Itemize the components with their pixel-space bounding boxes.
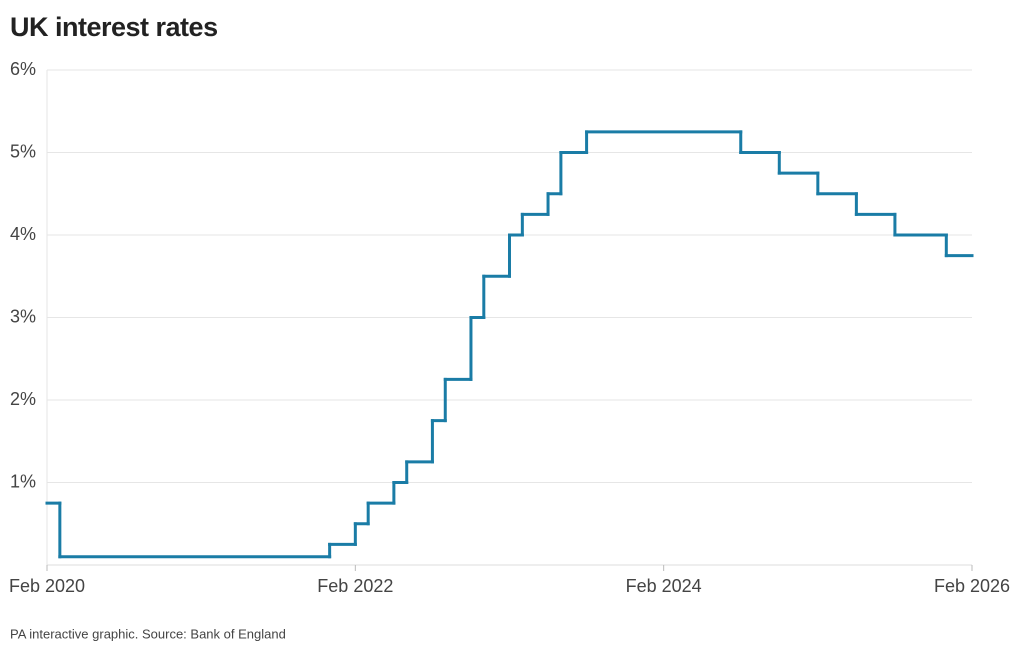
x-tick-label: Feb 2020 bbox=[9, 576, 85, 596]
x-tick-label: Feb 2022 bbox=[317, 576, 393, 596]
x-tick-label: Feb 2026 bbox=[934, 576, 1010, 596]
x-tick-label: Feb 2024 bbox=[626, 576, 702, 596]
source-note: PA interactive graphic. Source: Bank of … bbox=[10, 626, 286, 641]
y-tick-label: 6% bbox=[10, 59, 36, 79]
y-tick-label: 5% bbox=[10, 141, 36, 161]
chart-title: UK interest rates bbox=[10, 12, 218, 42]
y-tick-label: 2% bbox=[10, 389, 36, 409]
y-tick-label: 3% bbox=[10, 306, 36, 326]
y-tick-label: 1% bbox=[10, 471, 36, 491]
y-tick-label: 4% bbox=[10, 224, 36, 244]
